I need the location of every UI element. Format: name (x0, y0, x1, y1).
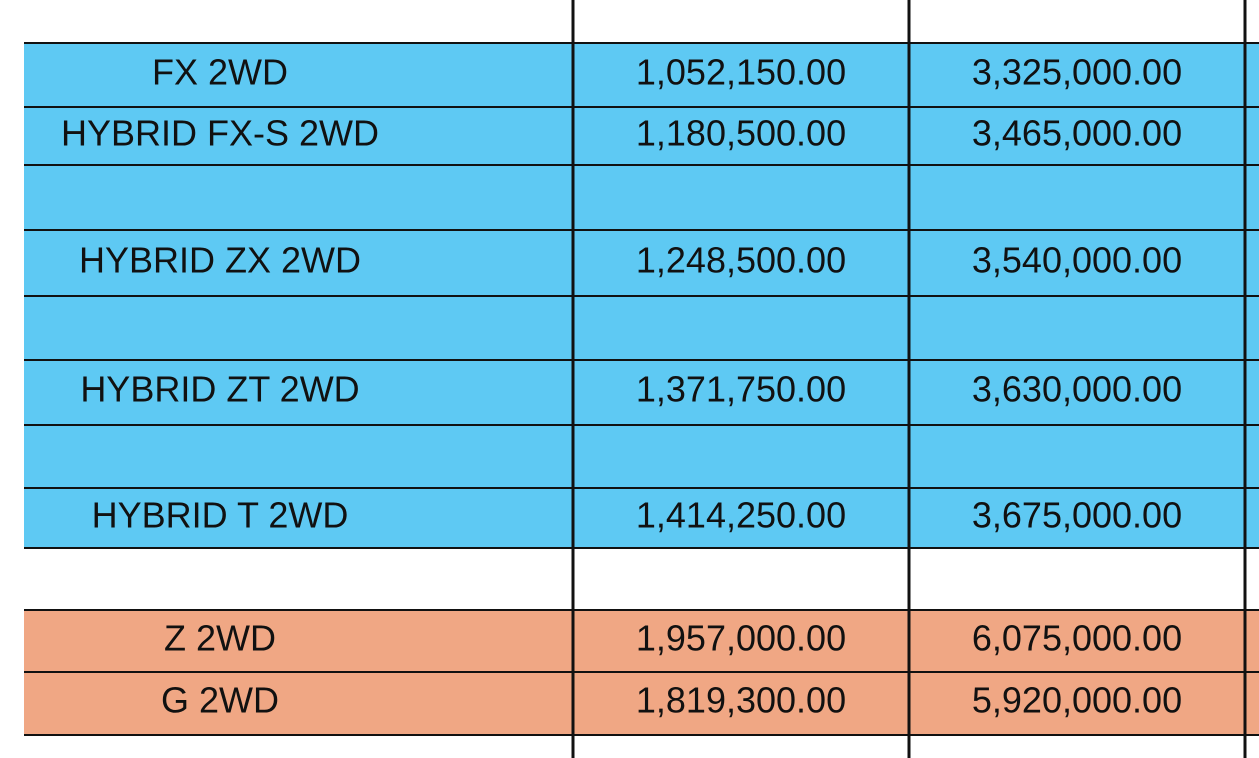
price-cell: 6,075,000.00 (972, 618, 1182, 659)
price-cell: 1,371,750.00 (636, 369, 846, 410)
price-cell: 5,920,000.00 (972, 680, 1182, 721)
price-cell: 1,957,000.00 (636, 618, 846, 659)
model-name: HYBRID T 2WD (92, 495, 349, 536)
price-cell: 3,325,000.00 (972, 52, 1182, 93)
price-cell: 1,819,300.00 (636, 680, 846, 721)
model-name: HYBRID ZT 2WD (80, 369, 359, 410)
price-cell: 3,630,000.00 (972, 369, 1182, 410)
price-cell: 1,414,250.00 (636, 495, 846, 536)
price-cell: 3,540,000.00 (972, 240, 1182, 281)
column-lines (571, 0, 1247, 758)
model-name: Z 2WD (164, 618, 276, 659)
price-cell: 3,465,000.00 (972, 113, 1182, 154)
price-cell: 3,675,000.00 (972, 495, 1182, 536)
model-name: HYBRID FX-S 2WD (61, 113, 379, 154)
price-cell: 1,248,500.00 (636, 240, 846, 281)
model-name: G 2WD (161, 680, 279, 721)
price-cell: 1,180,500.00 (636, 113, 846, 154)
model-name: FX 2WD (152, 52, 288, 93)
price-cell: 1,052,150.00 (636, 52, 846, 93)
row-lines (24, 42, 1259, 736)
model-name: HYBRID ZX 2WD (79, 240, 361, 281)
